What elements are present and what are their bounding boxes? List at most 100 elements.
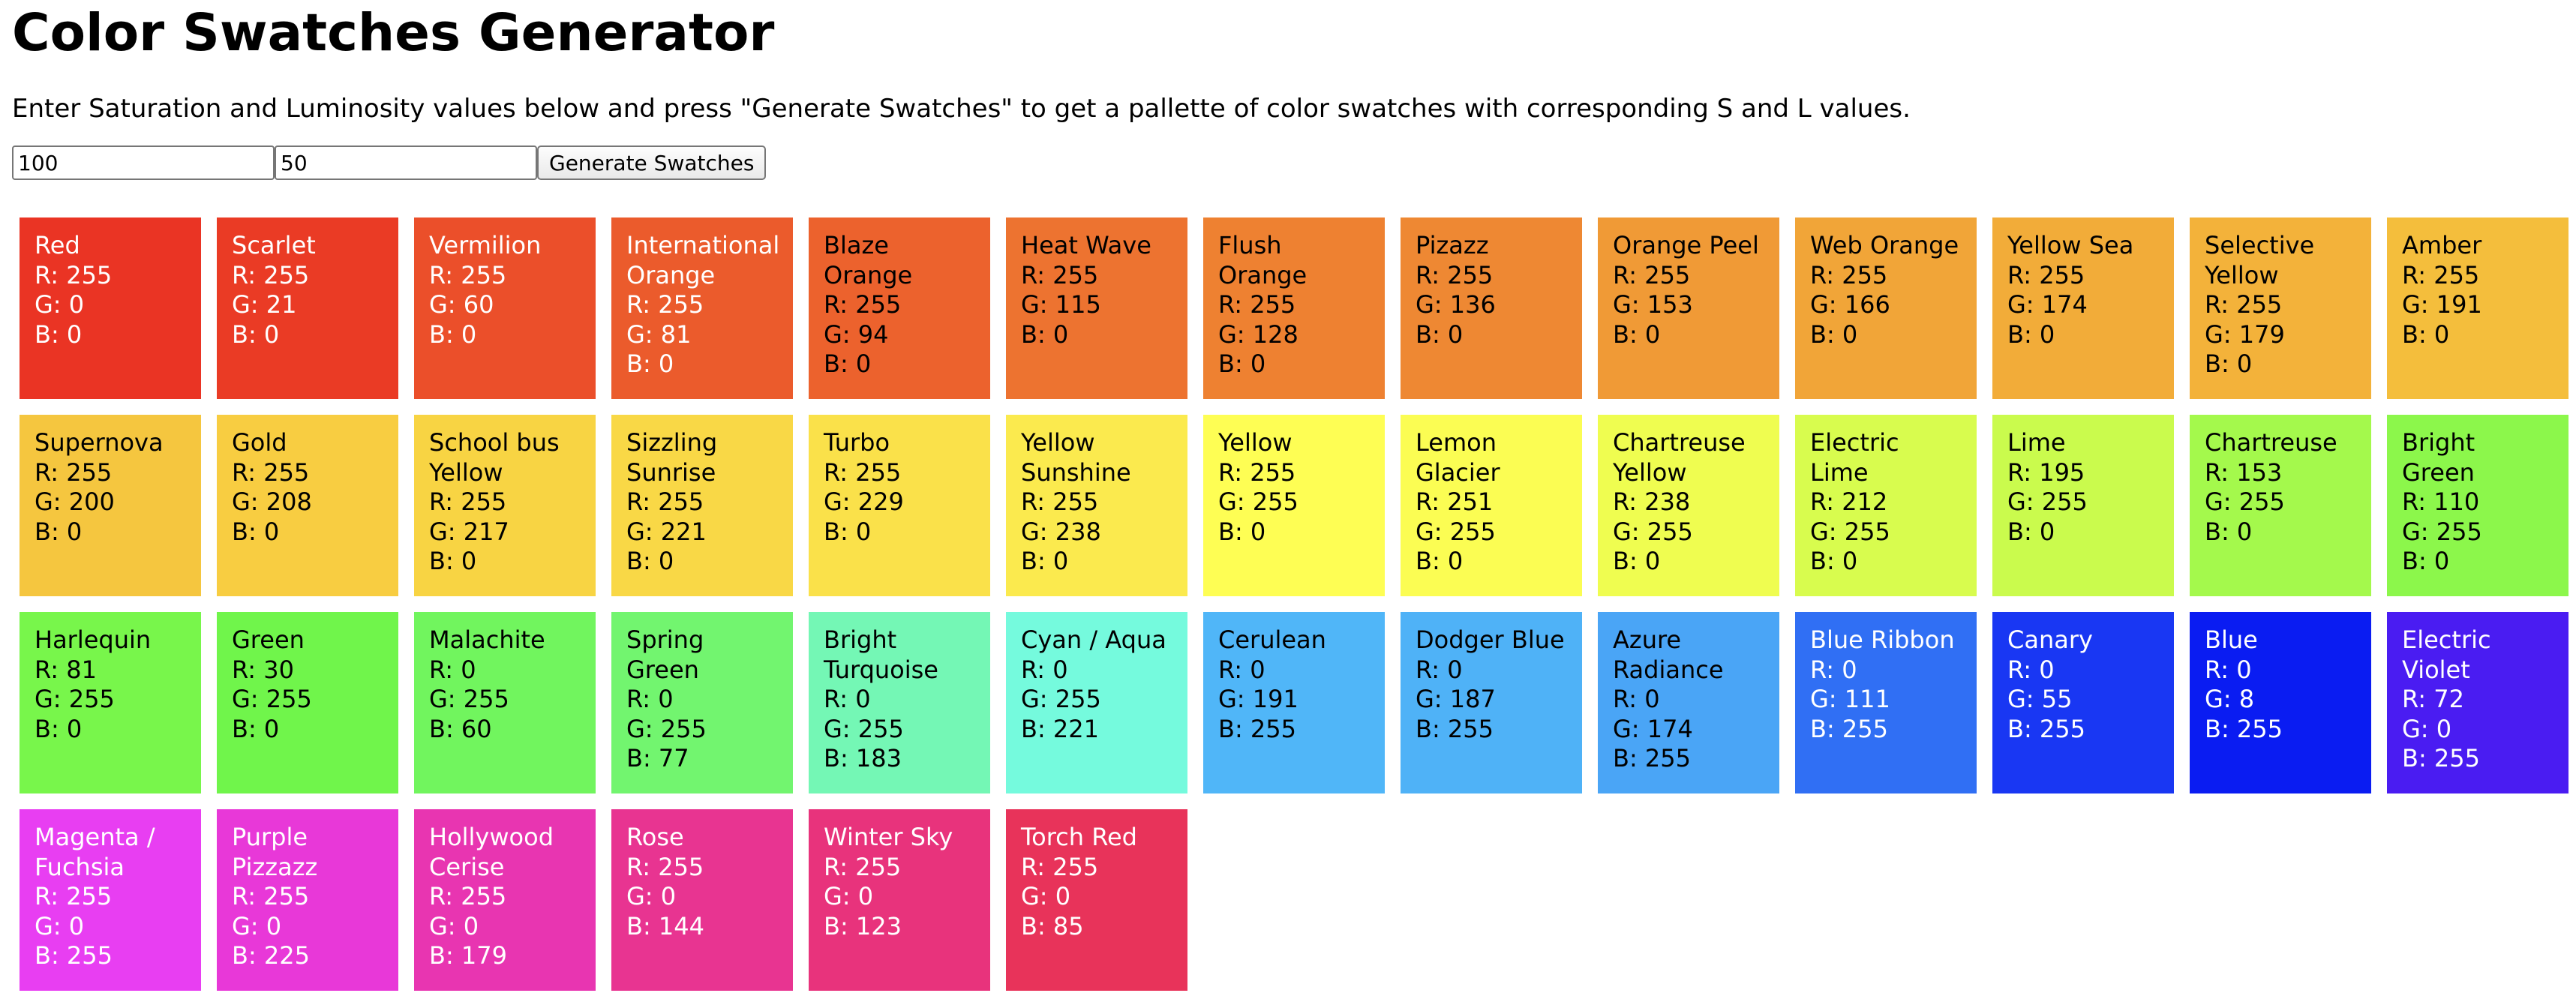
swatch-green-value: G: 0 <box>1021 882 1071 910</box>
swatch-name: Rose <box>626 823 684 851</box>
swatch-red-value: R: 0 <box>2007 655 2055 684</box>
color-swatch: Pizazz R: 255 G: 136 B: 0 <box>1401 218 1582 399</box>
swatch-blue-value: B: 255 <box>1810 714 1888 743</box>
color-swatch: Turbo R: 255 G: 229 B: 0 <box>809 415 990 596</box>
swatch-blue-value: B: 0 <box>2402 320 2450 349</box>
swatch-red-value: R: 255 <box>626 488 704 516</box>
generate-swatches-button[interactable]: Generate Swatches <box>537 146 767 180</box>
swatch-red-value: R: 110 <box>2402 488 2480 516</box>
color-swatch: Scarlet R: 255 G: 21 B: 0 <box>217 218 398 399</box>
swatch-red-value: R: 30 <box>232 655 294 684</box>
swatch-green-value: G: 191 <box>1218 685 1299 713</box>
swatch-green-value: G: 255 <box>2402 517 2482 546</box>
swatch-red-value: R: 255 <box>626 290 704 319</box>
swatch-name: Blue <box>2205 626 2258 654</box>
color-swatch: Cyan / Aqua R: 0 G: 255 B: 221 <box>1006 612 1187 794</box>
swatch-blue-value: B: 0 <box>626 350 674 378</box>
swatch-blue-value: B: 0 <box>1613 547 1661 575</box>
color-swatch: Supernova R: 255 G: 200 B: 0 <box>20 415 201 596</box>
swatch-green-value: G: 136 <box>1416 290 1496 319</box>
swatch-name: Canary <box>2007 626 2093 654</box>
swatch-green-value: G: 55 <box>2007 685 2073 713</box>
color-swatch: Magenta / Fuchsia R: 255 G: 0 B: 255 <box>20 809 201 991</box>
swatch-green-value: G: 238 <box>1021 517 1101 546</box>
swatch-green-value: G: 255 <box>1416 517 1496 546</box>
color-swatch: Harlequin R: 81 G: 255 B: 0 <box>20 612 201 794</box>
swatch-red-value: R: 0 <box>626 685 674 713</box>
swatch-green-value: G: 128 <box>1218 320 1299 349</box>
color-swatch: Torch Red R: 255 G: 0 B: 85 <box>1006 809 1187 991</box>
swatch-red-value: R: 255 <box>824 852 902 881</box>
swatch-green-value: G: 174 <box>2007 290 2088 319</box>
swatch-green-value: G: 115 <box>1021 290 1101 319</box>
swatch-red-value: R: 255 <box>1218 290 1296 319</box>
color-swatch: Cerulean R: 0 G: 191 B: 255 <box>1203 612 1385 794</box>
color-swatch: Canary R: 0 G: 55 B: 255 <box>1992 612 2174 794</box>
swatch-blue-value: B: 221 <box>1021 714 1099 743</box>
saturation-input[interactable] <box>12 146 275 180</box>
swatch-red-value: R: 153 <box>2205 458 2283 487</box>
swatch-red-value: R: 255 <box>429 488 507 516</box>
swatch-blue-value: B: 0 <box>2007 320 2055 349</box>
swatch-green-value: G: 8 <box>2205 685 2255 713</box>
color-swatch: Malachite R: 0 G: 255 B: 60 <box>414 612 596 794</box>
swatch-blue-value: B: 0 <box>232 517 280 546</box>
luminosity-input[interactable] <box>275 146 537 180</box>
color-swatch: Yellow Sunshine R: 255 G: 238 B: 0 <box>1006 415 1187 596</box>
swatch-blue-value: B: 0 <box>232 320 280 349</box>
swatch-blue-value: B: 0 <box>824 517 872 546</box>
color-swatch: Sizzling Sunrise R: 255 G: 221 B: 0 <box>611 415 793 596</box>
color-swatch: Vermilion R: 255 G: 60 B: 0 <box>414 218 596 399</box>
swatch-name: Sizzling Sunrise <box>626 428 718 487</box>
swatch-name: Lime <box>2007 428 2066 457</box>
swatch-blue-value: B: 255 <box>2205 714 2283 743</box>
swatch-name: Gold <box>232 428 287 457</box>
swatch-blue-value: B: 123 <box>824 911 902 940</box>
swatch-green-value: G: 94 <box>824 320 889 349</box>
swatch-blue-value: B: 255 <box>1416 714 1494 743</box>
swatch-blue-value: B: 255 <box>2007 714 2085 743</box>
swatch-green-value: G: 21 <box>232 290 297 319</box>
swatch-red-value: R: 255 <box>1021 852 1099 881</box>
swatch-red-value: R: 255 <box>35 260 113 290</box>
swatch-name: Flush Orange <box>1218 231 1308 290</box>
swatch-blue-value: B: 183 <box>824 744 902 772</box>
swatch-green-value: G: 81 <box>626 320 692 349</box>
swatch-blue-value: B: 60 <box>429 714 492 743</box>
page-instructions: Enter Saturation and Luminosity values b… <box>12 94 1911 124</box>
color-swatch: Purple Pizzazz R: 255 G: 0 B: 225 <box>217 809 398 991</box>
swatch-controls: Generate Swatches <box>12 146 767 180</box>
swatch-name: Dodger Blue <box>1416 626 1565 654</box>
swatch-red-value: R: 255 <box>429 260 507 290</box>
color-swatch: Bright Turquoise R: 0 G: 255 B: 183 <box>809 612 990 794</box>
color-swatch: Amber R: 255 G: 191 B: 0 <box>2387 218 2568 399</box>
swatch-blue-value: B: 0 <box>232 714 280 743</box>
swatch-green-value: G: 0 <box>626 882 677 910</box>
swatch-red-value: R: 0 <box>824 685 871 713</box>
swatch-name: Lemon Glacier <box>1416 428 1500 487</box>
swatch-blue-value: B: 85 <box>1021 911 1084 940</box>
swatch-name: Purple Pizzazz <box>232 823 318 881</box>
swatch-green-value: G: 191 <box>2402 290 2482 319</box>
swatch-red-value: R: 255 <box>2007 260 2085 290</box>
swatch-red-value: R: 255 <box>232 260 310 290</box>
swatch-name: Orange Peel <box>1613 231 1759 260</box>
swatch-blue-value: B: 0 <box>1218 517 1266 546</box>
swatch-green-value: G: 255 <box>35 685 115 713</box>
swatch-name: Amber <box>2402 231 2482 260</box>
swatch-red-value: R: 255 <box>1416 260 1494 290</box>
swatch-red-value: R: 255 <box>232 458 310 487</box>
swatch-green-value: G: 255 <box>232 685 312 713</box>
swatch-green-value: G: 208 <box>232 488 312 516</box>
swatch-red-value: R: 0 <box>1416 655 1463 684</box>
swatch-green-value: G: 221 <box>626 517 707 546</box>
swatch-red-value: R: 255 <box>626 852 704 881</box>
swatch-name: Supernova <box>35 428 164 457</box>
color-swatch: Azure Radiance R: 0 G: 174 B: 255 <box>1598 612 1779 794</box>
swatch-blue-value: B: 0 <box>35 320 83 349</box>
swatch-green-value: G: 255 <box>1810 517 1890 546</box>
swatch-green-value: G: 60 <box>429 290 494 319</box>
color-swatch: School bus Yellow R: 255 G: 217 B: 0 <box>414 415 596 596</box>
swatch-green-value: G: 255 <box>1613 517 1693 546</box>
